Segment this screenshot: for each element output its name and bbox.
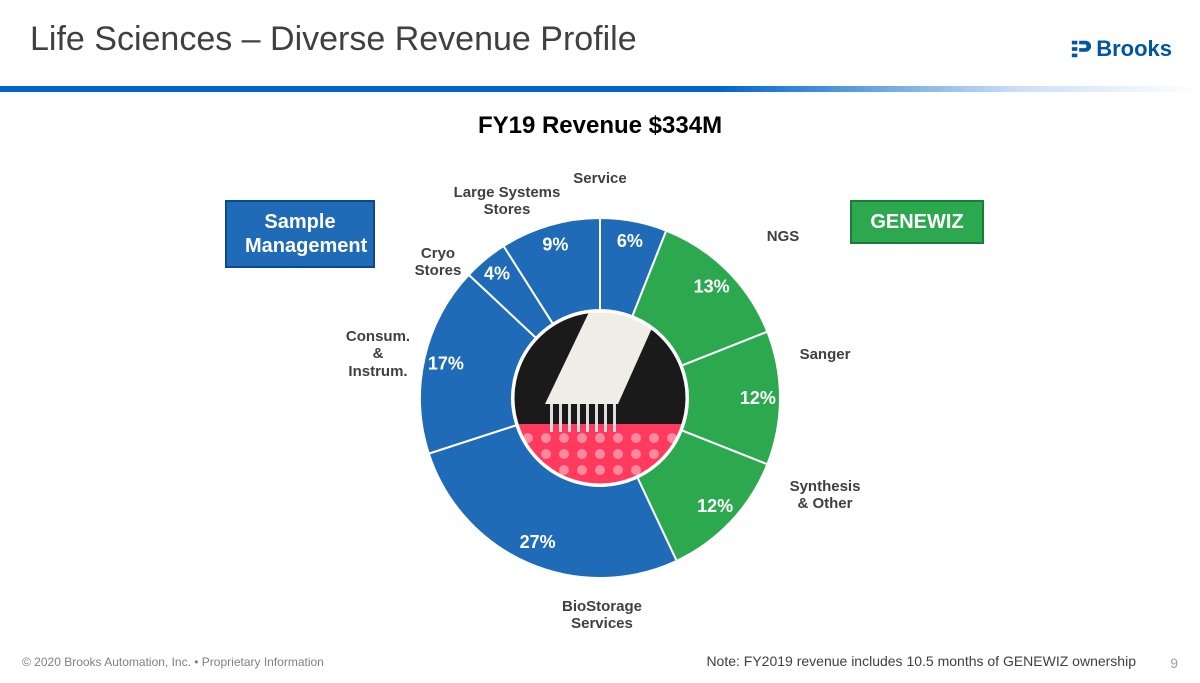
pie-pct-label: 17% [428, 354, 464, 374]
header-divider [0, 86, 1200, 92]
legend-box: GENEWIZ [850, 200, 984, 244]
pie-pct-label: 9% [542, 235, 568, 255]
pie-pct-label: 13% [694, 276, 730, 296]
pie-pct-label: 6% [617, 231, 643, 251]
footer-copyright: © 2020 Brooks Automation, Inc. • Proprie… [22, 655, 324, 669]
pie-pct-label: 12% [697, 496, 733, 516]
pie-ext-label: CryoStores [408, 245, 468, 280]
pie-ext-label: Consum.& Instrum. [338, 328, 418, 380]
pie-ext-label: Service [570, 170, 630, 187]
pie-pct-label: 27% [520, 532, 556, 552]
footer-note: Note: FY2019 revenue includes 10.5 month… [706, 653, 1136, 669]
pie-ext-label: BioStorageServices [552, 598, 652, 633]
page-number: 9 [1170, 655, 1178, 671]
pie-ext-label: Large SystemsStores [442, 184, 572, 219]
brooks-logo: Brooks [1070, 36, 1172, 62]
legend-box: SampleManagement [225, 200, 375, 268]
pie-ext-label: Synthesis& Other [780, 478, 870, 513]
brooks-logo-text: Brooks [1096, 36, 1172, 62]
pie-pct-label: 4% [484, 263, 510, 283]
pie-ext-label: Sanger [795, 346, 855, 363]
pie-pct-label: 12% [740, 388, 776, 408]
pie-ext-label: NGS [758, 228, 808, 245]
chart-title: FY19 Revenue $334M [478, 112, 722, 140]
slide-title: Life Sciences – Diverse Revenue Profile [30, 20, 637, 59]
pie-chart: 6% 13% 12% 12% 27% 17% 4% 9% [420, 218, 780, 578]
brooks-logo-icon [1070, 38, 1092, 60]
slide: Life Sciences – Diverse Revenue Profile … [0, 0, 1200, 683]
